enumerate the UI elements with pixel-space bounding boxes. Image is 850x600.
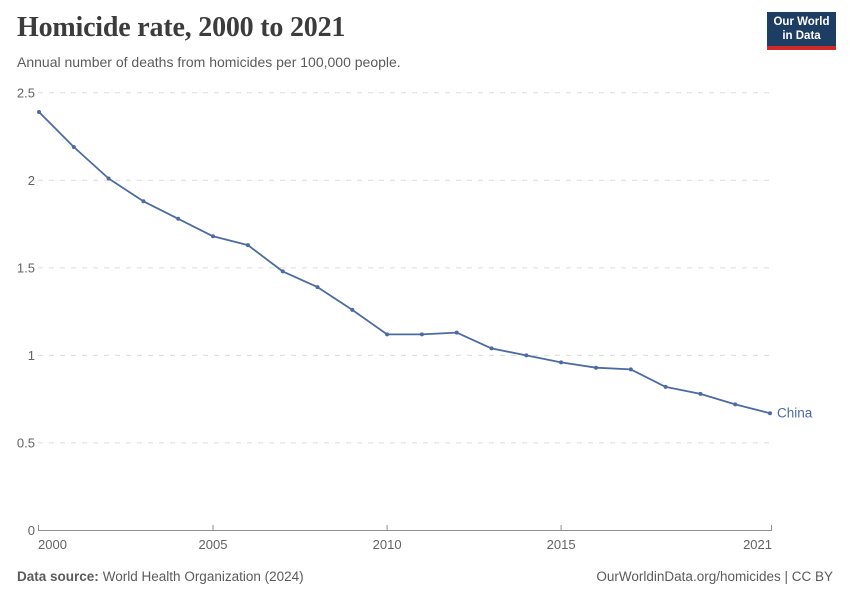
y-tick-label: 2.5 [17, 85, 35, 100]
data-point[interactable] [733, 402, 738, 407]
data-source-line: Data source: World Health Organization (2… [17, 569, 304, 584]
data-point[interactable] [385, 332, 390, 337]
y-tick-label: 1 [28, 348, 35, 363]
data-point[interactable] [628, 367, 633, 372]
y-tick-label: 1.5 [17, 260, 35, 275]
data-source-label: Data source: [17, 569, 99, 584]
data-point[interactable] [280, 269, 285, 274]
data-point[interactable] [663, 384, 668, 389]
x-tick-label: 2000 [38, 537, 67, 552]
x-tick-label: 2015 [547, 537, 576, 552]
data-point[interactable] [698, 391, 703, 396]
x-tick-label: 2010 [373, 537, 402, 552]
data-source-value: World Health Organization (2024) [102, 569, 304, 584]
chart-title: Homicide rate, 2000 to 2021 [17, 12, 346, 43]
data-point[interactable] [37, 110, 41, 114]
data-point[interactable] [106, 176, 111, 181]
chart-subtitle: Annual number of deaths from homicides p… [17, 54, 401, 70]
y-tick-label: 0.5 [17, 435, 35, 450]
series-line-china[interactable] [38, 111, 771, 415]
data-point[interactable] [768, 411, 772, 416]
data-point[interactable] [524, 353, 529, 358]
data-point[interactable] [176, 216, 181, 221]
owid-logo[interactable]: Our World in Data [767, 12, 836, 50]
data-point[interactable] [350, 307, 355, 312]
credit-link[interactable]: OurWorldinData.org/homicides | CC BY [596, 569, 833, 584]
y-tick-label: 2 [28, 173, 35, 188]
data-point[interactable] [489, 346, 494, 351]
data-point[interactable] [245, 243, 250, 248]
data-point[interactable] [71, 145, 76, 149]
x-tick-label: 2005 [199, 537, 228, 552]
data-point[interactable] [141, 199, 146, 204]
owid-logo-line1: Our World [773, 16, 830, 28]
data-point[interactable] [594, 365, 598, 370]
owid-logo-line2: in Data [782, 30, 821, 42]
data-point[interactable] [559, 360, 564, 365]
series-label[interactable]: China [777, 406, 813, 421]
y-tick-label: 0 [28, 523, 35, 538]
x-tick-label: 2021 [743, 537, 772, 552]
data-point[interactable] [211, 234, 215, 239]
data-point[interactable] [454, 330, 459, 335]
data-point[interactable] [315, 285, 320, 290]
data-point[interactable] [419, 332, 424, 337]
